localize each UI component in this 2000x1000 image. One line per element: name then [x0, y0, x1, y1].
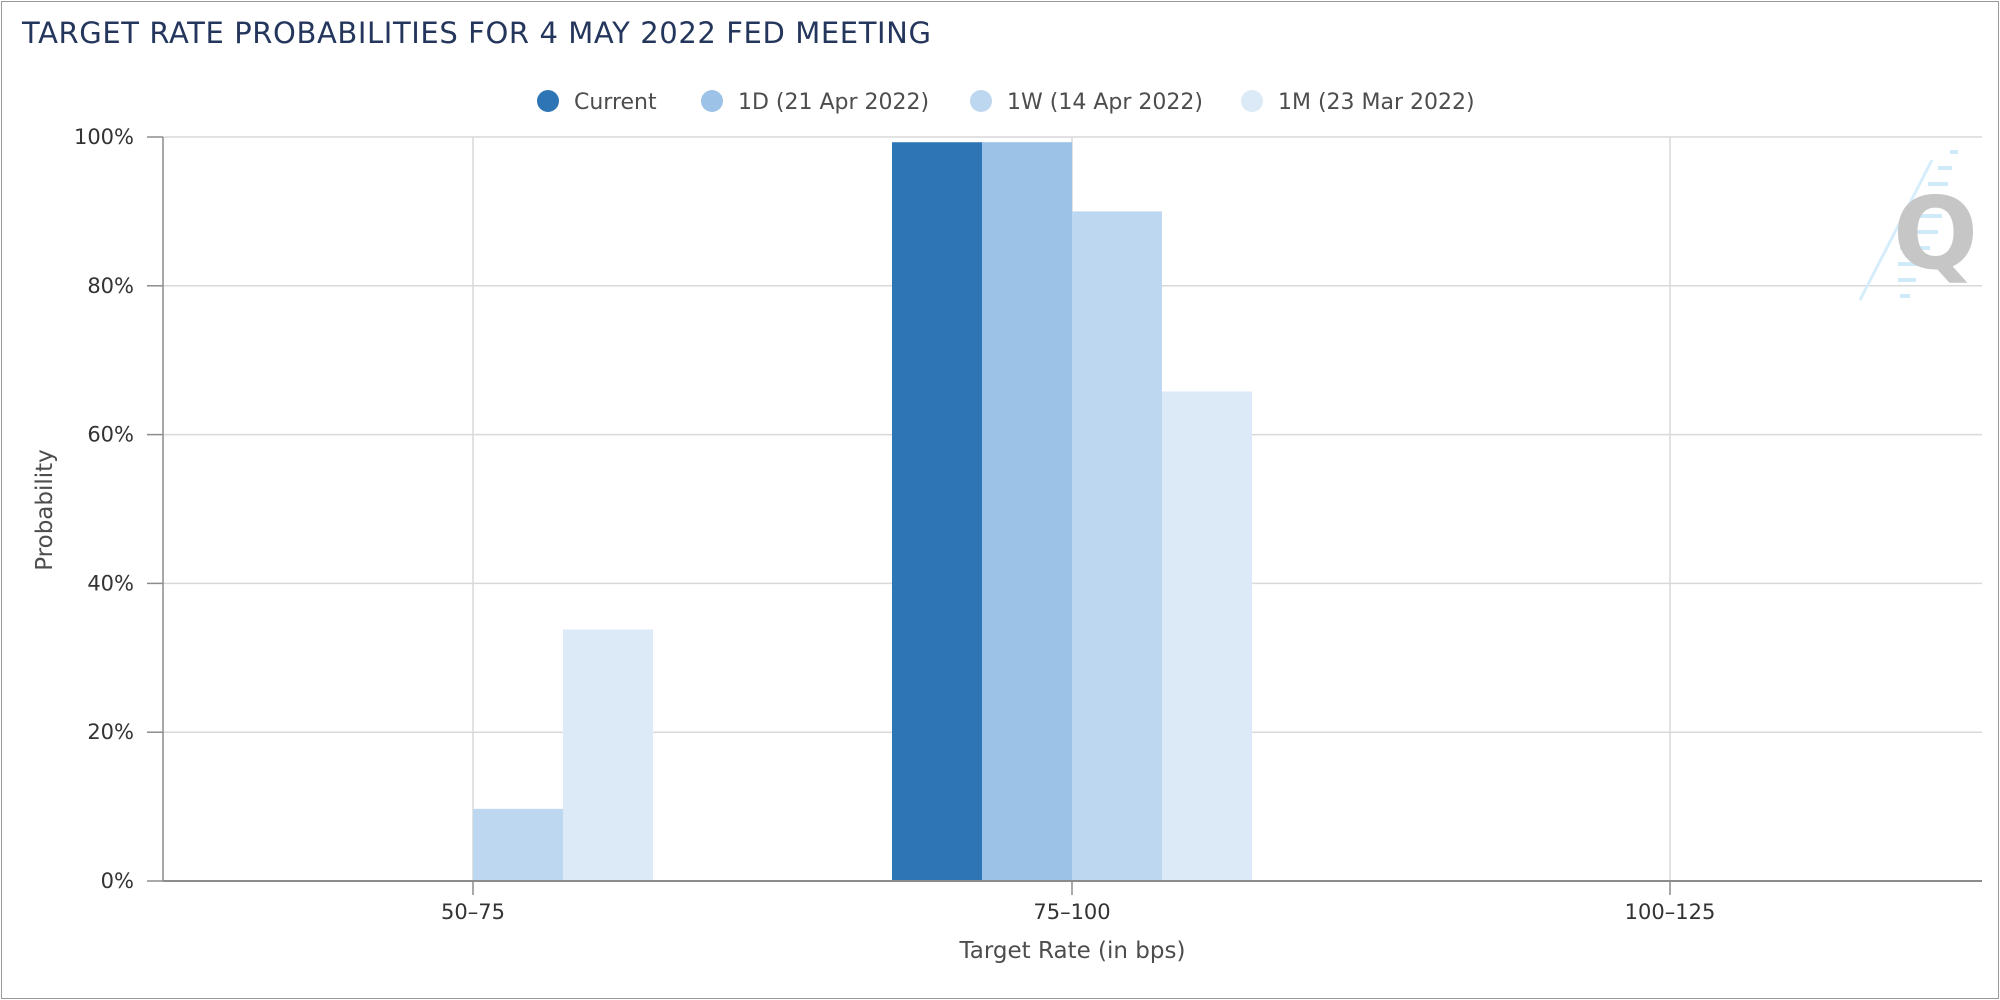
logo-letter: Q	[1893, 175, 1978, 292]
legend-label: 1W (14 Apr 2022)	[1007, 90, 1203, 115]
logo-stripe	[1910, 214, 1942, 218]
q-logo-icon: Q	[1858, 150, 1978, 301]
logo-stripe	[1904, 230, 1938, 234]
bar-1w-50-75	[473, 808, 563, 881]
y-tick-label: 100%	[74, 125, 134, 149]
legend-label: 1M (23 Mar 2022)	[1278, 90, 1475, 115]
logo-stripe	[1950, 150, 1958, 154]
logo-stripe	[1928, 182, 1948, 186]
bars-group	[473, 142, 1252, 881]
logo-stripe	[1898, 278, 1916, 282]
bar-1m-75-100	[1162, 391, 1252, 881]
logo-stripe	[1938, 166, 1952, 170]
logo-stripe	[1900, 246, 1930, 250]
legend-item-1d[interactable]: 1D (21 Apr 2022)	[701, 90, 929, 115]
legend-marker	[537, 90, 559, 112]
legend-label: 1D (21 Apr 2022)	[738, 90, 929, 115]
chart-title: TARGET RATE PROBABILITIES FOR 4 MAY 2022…	[22, 16, 932, 50]
x-tick-label: 50–75	[441, 900, 505, 924]
legend-marker	[1241, 90, 1263, 112]
x-axis-title: Target Rate (in bps)	[959, 938, 1186, 964]
legend-marker	[970, 90, 992, 112]
axes-group: 0% 20% 40% 60% 80% 100% 50–75 75–100 100–125 Targ…	[32, 125, 1982, 964]
legend-marker	[701, 90, 723, 112]
y-tick-label: 80%	[87, 274, 134, 298]
bar-1m-50-75	[563, 629, 653, 881]
y-tick-label: 20%	[87, 720, 134, 744]
y-axis-title: Probability	[32, 449, 58, 571]
legend[interactable]: Current 1D (21 Apr 2022) 1W (14 Apr 2022) 1…	[537, 90, 1475, 115]
logo-stripe	[1898, 262, 1922, 266]
bar-current-75-100	[892, 142, 982, 881]
bar-1d-75-100	[982, 142, 1072, 881]
legend-label: Current	[574, 90, 657, 115]
y-tick-label: 40%	[87, 571, 134, 595]
x-tick-label: 100–125	[1625, 900, 1716, 924]
logo-streak	[1858, 159, 1934, 301]
y-tick-label: 0%	[101, 869, 134, 893]
legend-item-1w[interactable]: 1W (14 Apr 2022)	[970, 90, 1203, 115]
y-tick-label: 60%	[87, 423, 134, 447]
legend-item-1m[interactable]: 1M (23 Mar 2022)	[1241, 90, 1475, 115]
x-tick-label: 75–100	[1033, 900, 1110, 924]
bar-1w-75-100	[1072, 211, 1162, 881]
logo-stripe	[1918, 198, 1946, 202]
legend-item-current[interactable]: Current	[537, 90, 657, 115]
logo-stripe	[1900, 294, 1910, 298]
